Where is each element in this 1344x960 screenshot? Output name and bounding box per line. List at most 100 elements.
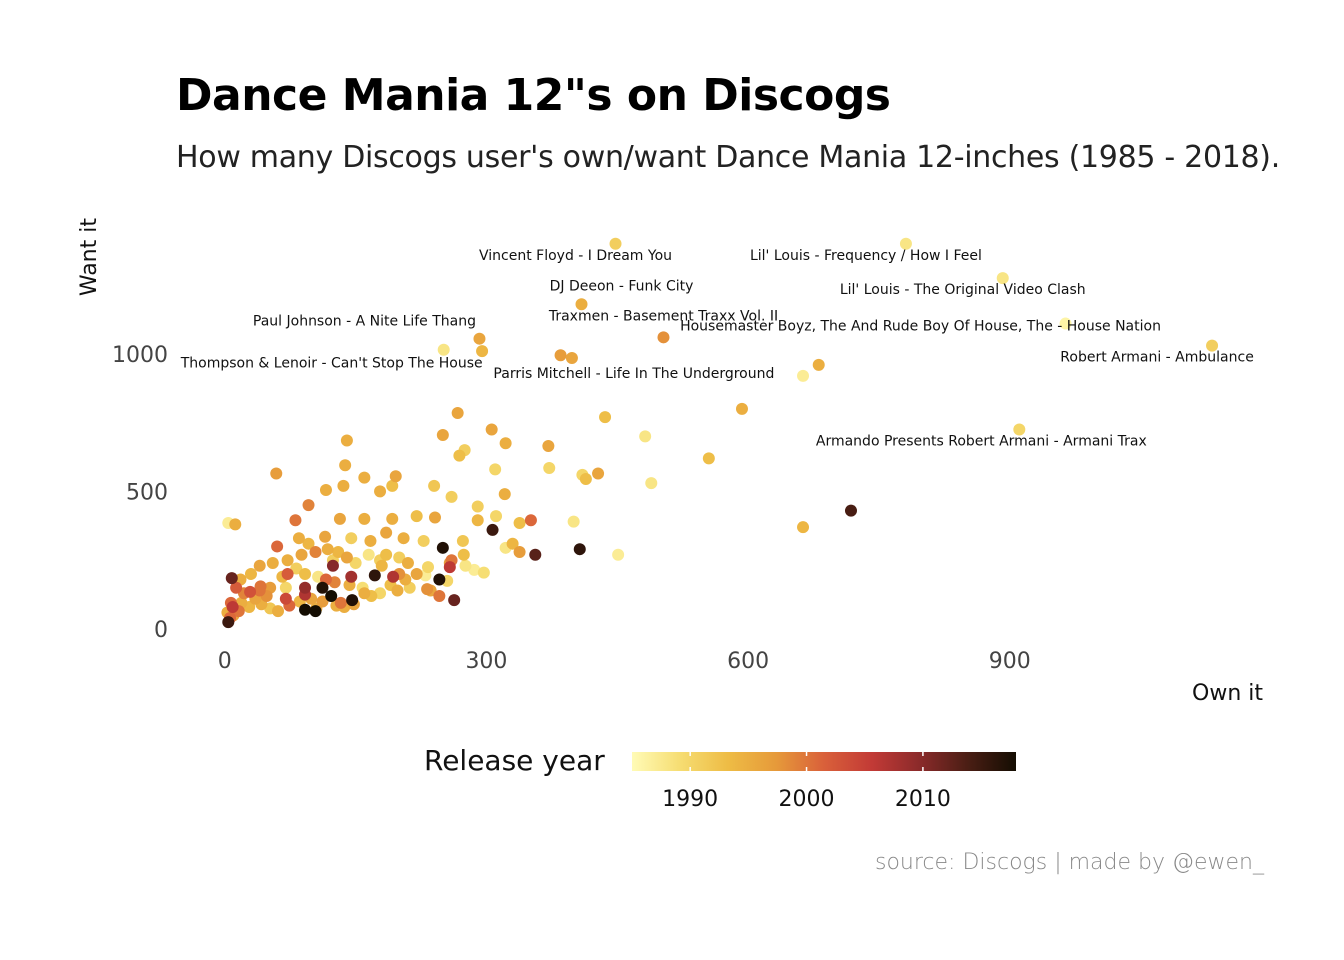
data-point — [433, 573, 445, 585]
data-point — [374, 485, 386, 497]
data-point — [448, 594, 460, 606]
data-point — [444, 561, 456, 573]
y-tick-label: 1000 — [112, 343, 168, 368]
labels-layer: Vincent Floyd - I Dream You Lil' Louis - … — [180, 238, 1254, 450]
data-point — [270, 468, 282, 480]
point-label: Robert Armani - Ambulance — [1060, 350, 1254, 366]
data-point — [386, 513, 398, 525]
data-point — [428, 480, 440, 492]
data-point — [452, 407, 464, 419]
data-point — [327, 560, 339, 572]
caption: source: Discogs | made by @ewen_ — [875, 850, 1264, 875]
data-point — [341, 551, 353, 563]
data-point — [222, 616, 234, 628]
data-point — [555, 349, 567, 361]
data-point — [227, 601, 239, 613]
legend-title: Release year — [424, 744, 605, 777]
data-point — [402, 557, 414, 569]
data-point — [813, 359, 825, 371]
data-point — [478, 567, 490, 579]
legend-tick-label: 2010 — [895, 787, 951, 812]
data-point — [299, 604, 311, 616]
data-point — [568, 516, 580, 528]
data-point — [514, 517, 526, 529]
point-label: Paul Johnson - A Nite Life Thang — [253, 314, 476, 330]
data-point — [289, 514, 301, 526]
data-point — [364, 535, 376, 547]
data-point — [411, 510, 423, 522]
data-point — [310, 605, 322, 617]
data-point — [580, 473, 592, 485]
labeled-data-point — [566, 352, 578, 364]
data-point — [339, 459, 351, 471]
point-label: Lil' Louis - Frequency / How I Feel — [750, 248, 982, 264]
data-point — [358, 472, 370, 484]
data-point — [369, 569, 381, 581]
data-point — [358, 587, 370, 599]
data-point — [280, 582, 292, 594]
data-point — [525, 514, 537, 526]
data-point — [322, 543, 334, 555]
data-point — [446, 491, 458, 503]
data-point — [797, 521, 809, 533]
point-label: Housemaster Boyz, The And Rude Boy Of Ho… — [680, 319, 1161, 335]
data-point — [380, 549, 392, 561]
data-point — [422, 561, 434, 573]
data-point — [472, 501, 484, 513]
data-point — [457, 535, 469, 547]
x-tick-label: 0 — [218, 649, 232, 674]
data-point — [574, 543, 586, 555]
x-tick-label: 900 — [989, 649, 1031, 674]
data-point — [736, 403, 748, 415]
data-point — [529, 549, 541, 561]
legend: 1990 2000 2010 — [632, 752, 1016, 812]
data-point — [599, 411, 611, 423]
data-point — [380, 527, 392, 539]
data-point — [267, 557, 279, 569]
data-point — [592, 468, 604, 480]
data-point — [334, 513, 346, 525]
data-point — [612, 549, 624, 561]
data-point — [487, 524, 499, 536]
point-label: DJ Deeon - Funk City — [550, 278, 694, 294]
point-label: Thompson & Lenoir - Can't Stop The House — [180, 356, 483, 372]
data-point — [514, 546, 526, 558]
data-point — [645, 477, 657, 489]
data-point — [271, 540, 283, 552]
x-tick-label: 600 — [727, 649, 769, 674]
data-point — [429, 512, 441, 524]
legend-tick-label: 1990 — [662, 787, 718, 812]
point-label: Parris Mitchell - Life In The Undergroun… — [493, 366, 774, 382]
data-point — [293, 532, 305, 544]
data-point — [390, 470, 402, 482]
data-point — [845, 505, 857, 517]
data-point — [363, 549, 375, 561]
labeled-data-point — [657, 331, 669, 343]
data-point — [391, 584, 403, 596]
data-point — [486, 423, 498, 435]
data-point — [303, 499, 315, 511]
data-point — [358, 513, 370, 525]
x-axis-label: Own it — [1192, 681, 1263, 706]
data-point — [316, 582, 328, 594]
data-point — [282, 568, 294, 580]
data-point — [421, 583, 433, 595]
data-point — [255, 580, 267, 592]
x-tick-label: 300 — [465, 649, 507, 674]
data-point — [499, 488, 511, 500]
data-point — [226, 572, 238, 584]
data-point — [411, 568, 423, 580]
data-point — [320, 484, 332, 496]
data-point — [310, 546, 322, 558]
y-tick-label: 0 — [154, 618, 168, 643]
data-point — [325, 590, 337, 602]
data-point — [337, 480, 349, 492]
data-point — [244, 586, 256, 598]
data-point — [229, 518, 241, 530]
points-layer — [221, 345, 857, 628]
data-point — [280, 593, 292, 605]
data-point — [398, 532, 410, 544]
data-point — [245, 568, 257, 580]
data-point — [437, 542, 449, 554]
